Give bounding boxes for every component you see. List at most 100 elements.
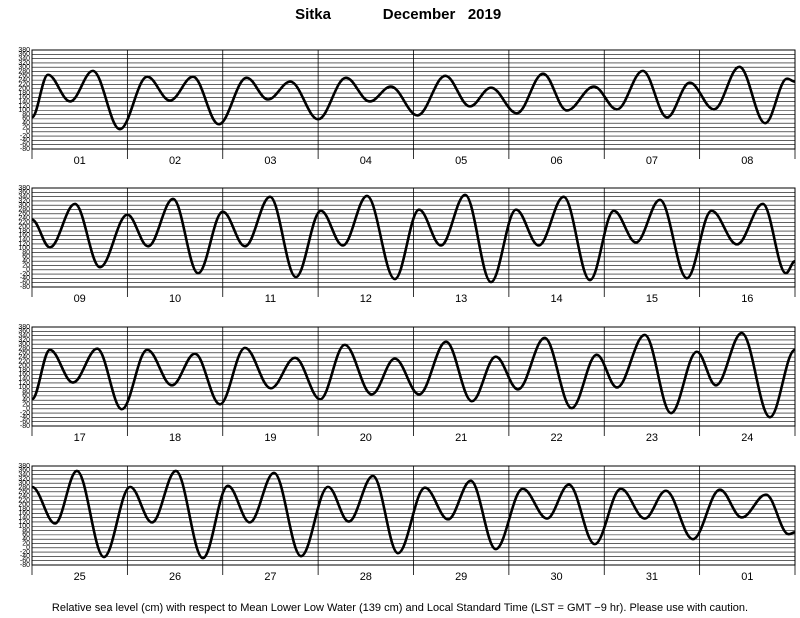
tide-curve [30, 65, 796, 131]
day-label: 01 [741, 571, 753, 583]
y-tick-label: -20 [20, 271, 30, 278]
y-tick-label: 280 [18, 484, 30, 491]
y-tick-label: -20 [20, 410, 30, 417]
y-tick-label: -60 [20, 142, 30, 149]
day-label: 04 [360, 155, 372, 167]
y-tick-label: 360 [18, 51, 30, 58]
y-tick-label: -40 [20, 275, 30, 282]
y-tick-label: 0 [26, 267, 30, 274]
y-tick-label: 100 [18, 384, 30, 391]
y-tick-label: 220 [18, 358, 30, 365]
day-label: 16 [741, 293, 753, 305]
y-tick-label: -60 [20, 558, 30, 565]
y-tick-label: 200 [18, 224, 30, 231]
y-tick-label: 20 [22, 124, 30, 131]
y-tick-label: -40 [20, 137, 30, 144]
y-tick-label: 260 [18, 73, 30, 80]
y-tick-label: 360 [18, 189, 30, 196]
y-tick-label: 260 [18, 489, 30, 496]
y-tick-label: 160 [18, 510, 30, 517]
y-tick-label: 100 [18, 107, 30, 114]
y-tick-label: 60 [22, 532, 30, 539]
y-tick-label: 20 [22, 540, 30, 547]
y-tick-label: 60 [22, 116, 30, 123]
y-tick-label: 140 [18, 375, 30, 382]
y-tick-label: 80 [22, 249, 30, 256]
day-label: 14 [550, 293, 562, 305]
y-tick-label: 180 [18, 90, 30, 97]
y-tick-label: 180 [18, 367, 30, 374]
day-label: 07 [646, 155, 658, 167]
y-tick-label: 300 [18, 64, 30, 71]
y-tick-label: -40 [20, 414, 30, 421]
y-tick-label: 280 [18, 345, 30, 352]
day-label: 20 [360, 432, 372, 444]
day-label: 18 [169, 432, 181, 444]
y-tick-label: 220 [18, 81, 30, 88]
y-tick-label: 140 [18, 236, 30, 243]
y-tick-label: -80 [20, 146, 30, 153]
day-label: 06 [550, 155, 562, 167]
y-tick-label: 260 [18, 211, 30, 218]
y-tick-label: 380 [18, 185, 30, 192]
y-tick-label: 380 [18, 324, 30, 331]
day-label: 30 [550, 571, 562, 583]
y-tick-label: -80 [20, 284, 30, 291]
y-tick-label: 220 [18, 497, 30, 504]
y-tick-label: 240 [18, 493, 30, 500]
y-tick-label: -60 [20, 419, 30, 426]
day-label: 10 [169, 293, 181, 305]
y-tick-label: 200 [18, 363, 30, 370]
y-tick-label: 380 [18, 463, 30, 470]
y-tick-label: 320 [18, 60, 30, 67]
y-tick-label: 240 [18, 215, 30, 222]
y-tick-label: 140 [18, 514, 30, 521]
y-tick-label: 0 [26, 545, 30, 552]
y-tick-label: 160 [18, 371, 30, 378]
y-tick-label: 120 [18, 241, 30, 248]
y-tick-label: 320 [18, 476, 30, 483]
y-tick-label: 280 [18, 206, 30, 213]
y-tick-label: 360 [18, 467, 30, 474]
y-tick-label: -80 [20, 423, 30, 430]
tide-curve [31, 469, 796, 560]
day-label: 19 [264, 432, 276, 444]
day-label: 24 [741, 432, 753, 444]
y-tick-label: 20 [22, 262, 30, 269]
plot-frame [31, 326, 796, 427]
day-label: 01 [74, 155, 86, 167]
plot-frame [31, 49, 796, 150]
y-tick-label: 240 [18, 77, 30, 84]
day-label: 12 [360, 293, 372, 305]
day-label: 13 [455, 293, 467, 305]
y-tick-label: 320 [18, 198, 30, 205]
y-tick-label: 40 [22, 397, 30, 404]
day-label: 03 [264, 155, 276, 167]
y-tick-label: 180 [18, 228, 30, 235]
y-tick-label: 0 [26, 406, 30, 413]
day-label: 27 [264, 571, 276, 583]
plot-frame [31, 465, 796, 566]
y-tick-label: 340 [18, 332, 30, 339]
y-tick-label: 100 [18, 245, 30, 252]
y-tick-label: 340 [18, 55, 30, 62]
day-label: 17 [74, 432, 86, 444]
day-label: 09 [74, 293, 86, 305]
y-tick-label: -60 [20, 280, 30, 287]
tide-curve [30, 331, 796, 419]
y-tick-label: 300 [18, 202, 30, 209]
y-tick-label: 180 [18, 506, 30, 513]
day-label: 05 [455, 155, 467, 167]
y-tick-label: 300 [18, 341, 30, 348]
y-tick-label: 120 [18, 380, 30, 387]
day-label: 11 [265, 293, 276, 305]
y-tick-label: 240 [18, 354, 30, 361]
day-label: 31 [646, 571, 658, 583]
y-tick-label: 120 [18, 519, 30, 526]
day-label: 29 [455, 571, 467, 583]
y-tick-label: -20 [20, 133, 30, 140]
y-tick-label: 220 [18, 219, 30, 226]
day-label: 21 [455, 432, 467, 444]
